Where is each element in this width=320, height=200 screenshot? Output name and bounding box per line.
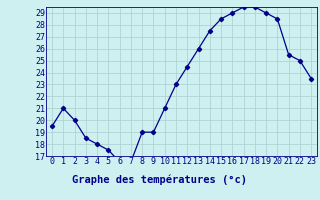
Text: Graphe des températures (°c): Graphe des températures (°c) bbox=[73, 175, 247, 185]
